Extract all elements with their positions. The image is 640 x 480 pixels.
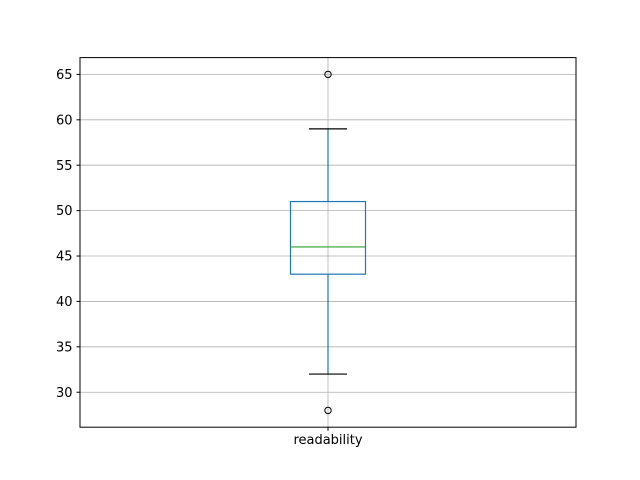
flier-marker: [324, 70, 332, 79]
y-tick-label: 55: [56, 159, 73, 174]
flier-marker: [324, 406, 332, 415]
y-tick-label: 65: [56, 68, 73, 83]
y-tick-label: 35: [56, 340, 73, 355]
y-tick-label: 45: [56, 250, 73, 265]
x-tick-label: readability: [293, 432, 363, 448]
y-tick-label: 50: [56, 204, 73, 219]
iqr-box: [289, 200, 367, 275]
y-tick-label: 60: [56, 113, 73, 128]
y-tick-label: 30: [56, 386, 73, 401]
y-tick-label: 40: [56, 295, 73, 310]
